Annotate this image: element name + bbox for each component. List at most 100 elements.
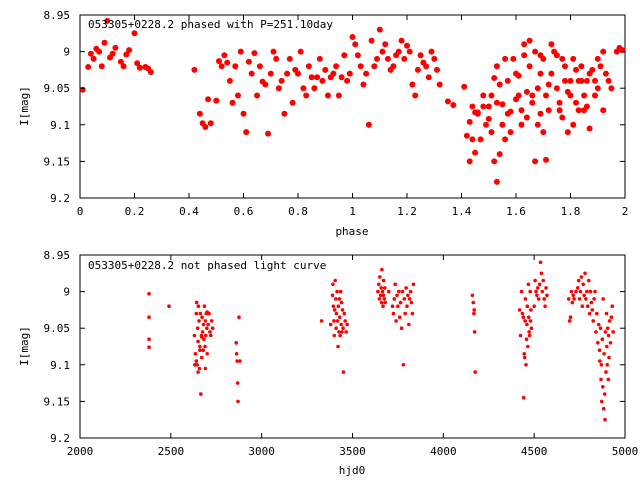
data-point [267,70,274,77]
data-point [349,34,356,40]
data-point [96,48,103,55]
data-point [601,385,605,389]
data-point [410,311,415,316]
data-point [229,99,236,106]
data-point [224,59,231,66]
data-point [596,341,600,345]
data-point [379,300,384,305]
data-point [305,63,312,70]
x-tick-label: 2 [622,205,629,218]
data-point [472,149,479,156]
data-point [537,282,542,287]
data-point [382,41,389,48]
data-point [200,315,204,320]
data-point [570,300,575,305]
x-tick-label: 0.2 [125,205,145,218]
data-point [338,289,343,294]
data-point [568,315,573,320]
data-point [407,297,412,301]
data-point [330,70,337,77]
data-point [529,99,536,106]
data-point [567,77,574,84]
data-point [270,48,277,55]
data-point [463,132,470,139]
data-point [397,289,401,294]
data-point [491,75,498,81]
x-tick-label: 2000 [67,445,94,458]
data-point [338,315,342,320]
data-point [480,92,487,99]
data-point [341,370,346,374]
data-point [308,74,315,81]
data-point [529,326,534,331]
data-point [425,74,432,81]
data-point [379,48,386,55]
data-point [578,63,585,70]
data-point [603,330,608,334]
data-point [346,70,353,77]
data-point [196,304,201,309]
data-point [540,129,547,136]
data-point [602,70,609,77]
data-point [580,304,585,309]
data-point [523,319,527,323]
data-point [197,366,202,371]
data-point [147,345,151,350]
data-point [136,64,143,71]
data-point [598,359,602,363]
data-point [469,103,476,110]
data-point [584,297,588,301]
data-point [205,326,209,331]
data-point [586,125,593,132]
data-point [338,74,345,81]
data-point [544,286,548,290]
data-point [338,333,342,338]
data-point [210,326,215,331]
data-point [332,333,337,338]
data-point [216,58,222,65]
data-point [575,107,582,114]
x-tick-label: 1.8 [561,205,581,218]
data-point [488,129,495,136]
data-point [406,48,413,55]
data-point [262,81,269,88]
data-point [585,289,589,294]
data-point [519,289,524,294]
data-point [450,102,457,108]
data-point [333,278,338,283]
data-point [570,55,577,62]
data-point [548,70,555,77]
data-point [423,63,430,70]
data-point [609,315,614,320]
data-point [322,66,329,73]
data-point [470,293,475,298]
data-point [532,158,539,165]
data-point [382,297,387,301]
data-point [534,121,541,128]
data-point [337,330,341,334]
light-curve-plot-title: 053305+0228.2 not phased light curve [88,259,326,272]
data-point [339,300,344,305]
data-point [342,311,347,316]
data-point [499,101,506,108]
data-point [341,326,345,331]
data-point [537,70,544,77]
data-point [541,278,546,283]
y-tick-label: 9 [63,46,70,59]
x-tick-label: 0.8 [288,205,308,218]
data-point [520,311,525,316]
data-point [319,319,324,323]
data-point [553,85,560,92]
data-point [606,333,611,338]
data-point [316,55,323,62]
data-point [207,120,214,127]
data-point [394,319,398,323]
data-point [365,121,372,128]
data-point [542,297,546,301]
data-point [368,37,375,44]
y-tick-label: 8.95 [44,9,71,22]
data-point [461,83,468,90]
data-point [593,289,597,294]
data-point [518,333,523,338]
data-point [521,315,526,320]
